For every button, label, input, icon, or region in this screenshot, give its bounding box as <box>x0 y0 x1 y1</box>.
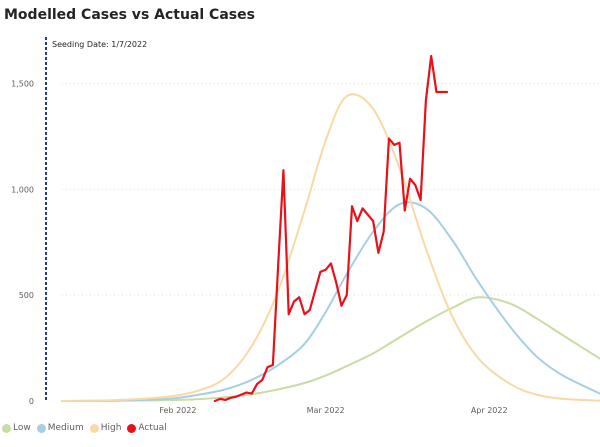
legend-dot-icon <box>2 423 11 433</box>
x-tick-label: Feb 2022 <box>159 406 196 415</box>
series-layer <box>60 54 600 403</box>
seeding-date-label: Seeding Date: 1/7/2022 <box>52 40 147 49</box>
seeding-date-marker: Seeding Date: 1/7/2022 <box>45 37 147 401</box>
legend-label: Low <box>13 423 31 433</box>
x-axis-ticks: Feb 2022 Mar 2022 Apr 2022 <box>159 406 507 415</box>
legend-item-actual[interactable]: Actual <box>127 423 167 433</box>
x-tick-label: Mar 2022 <box>307 406 345 415</box>
series-line-high <box>60 93 600 402</box>
chart-title: Modelled Cases vs Actual Cases <box>4 7 255 23</box>
series-line-low <box>60 296 600 402</box>
legend-item-medium[interactable]: Medium <box>36 423 84 433</box>
y-axis-ticks: 0 500 1,000 1,500 <box>11 80 34 407</box>
legend-label: High <box>100 423 122 433</box>
series-line-medium <box>60 201 600 402</box>
legend-dot-icon <box>36 423 46 433</box>
y-tick-label: 1,000 <box>11 185 34 194</box>
legend-item-low[interactable]: Low <box>2 423 31 433</box>
legend: Low Medium High Actual <box>2 423 173 433</box>
grid-lines <box>62 83 600 296</box>
legend-item-high[interactable]: High <box>89 423 122 433</box>
legend-dot-icon <box>127 423 137 433</box>
y-tick-label: 500 <box>19 291 34 300</box>
y-tick-label: 0 <box>29 397 34 406</box>
legend-label: Medium <box>47 423 84 433</box>
series-line-actual <box>213 54 449 403</box>
legend-label: Actual <box>138 423 167 433</box>
y-tick-label: 1,500 <box>11 80 34 89</box>
x-tick-label: Apr 2022 <box>471 406 508 415</box>
legend-dot-icon <box>89 423 99 433</box>
